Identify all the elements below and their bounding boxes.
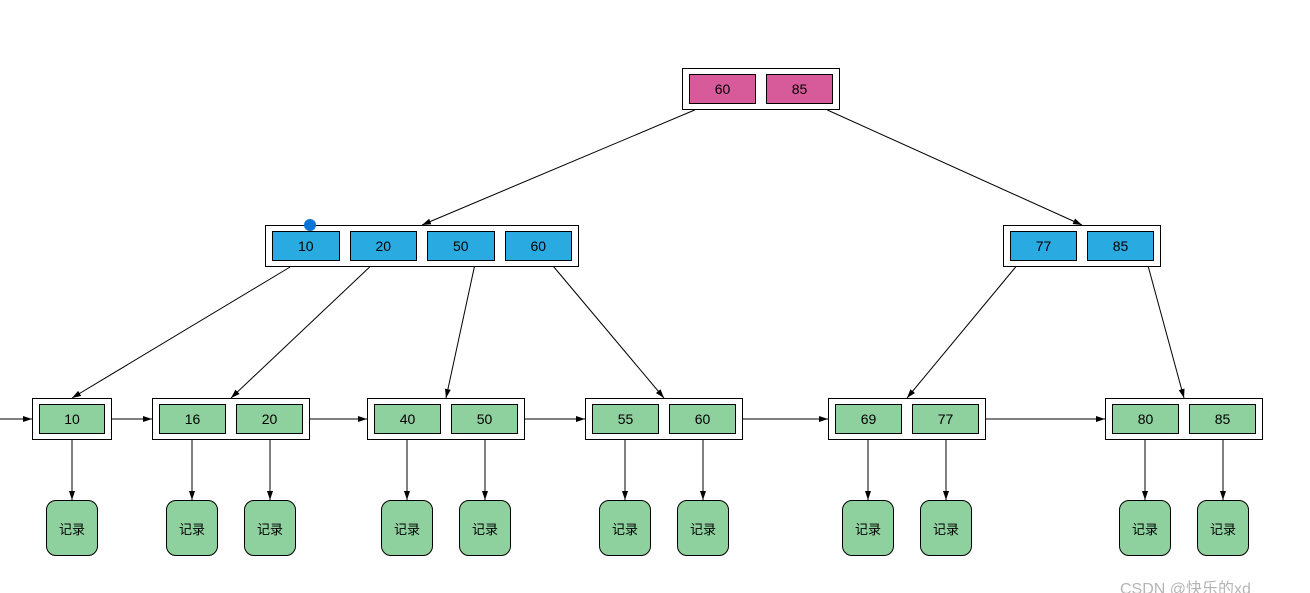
record-node: 记录 (677, 500, 729, 556)
key-cell: 20 (236, 404, 303, 434)
record-node: 记录 (166, 500, 218, 556)
key-cell: 77 (912, 404, 979, 434)
record-node: 记录 (920, 500, 972, 556)
record-node: 记录 (459, 500, 511, 556)
root-node: 60 85 (682, 68, 840, 110)
leaf-node: 69 77 (828, 398, 986, 440)
leaf-node: 40 50 (367, 398, 525, 440)
record-node: 记录 (244, 500, 296, 556)
key-cell: 16 (159, 404, 226, 434)
record-node: 记录 (842, 500, 894, 556)
key-cell: 55 (592, 404, 659, 434)
record-node: 记录 (1119, 500, 1171, 556)
leaf-node: 1620 (152, 398, 310, 440)
key-cell: 60 (505, 231, 573, 261)
key-cell: 85 (766, 74, 833, 104)
key-cell: 50 (451, 404, 518, 434)
key-cell: 80 (1112, 404, 1179, 434)
internal-node: 10 20 50 60 (265, 225, 579, 267)
internal-node: 77 85 (1003, 225, 1161, 267)
key-cell: 60 (689, 74, 756, 104)
key-cell: 40 (374, 404, 441, 434)
key-cell: 85 (1189, 404, 1256, 434)
key-cell: 60 (669, 404, 736, 434)
key-cell: 20 (350, 231, 418, 261)
highlight-dot (304, 219, 316, 231)
record-node: 记录 (46, 500, 98, 556)
key-cell: 10 (39, 404, 105, 434)
leaf-node: 55 60 (585, 398, 743, 440)
record-node: 记录 (599, 500, 651, 556)
leaf-node: 10 (32, 398, 112, 440)
key-cell: 10 (272, 231, 340, 261)
record-node: 记录 (1197, 500, 1249, 556)
key-cell: 77 (1010, 231, 1077, 261)
record-node: 记录 (381, 500, 433, 556)
key-cell: 85 (1087, 231, 1154, 261)
key-cell: 69 (835, 404, 902, 434)
key-cell: 50 (427, 231, 495, 261)
leaf-node: 80 85 (1105, 398, 1263, 440)
